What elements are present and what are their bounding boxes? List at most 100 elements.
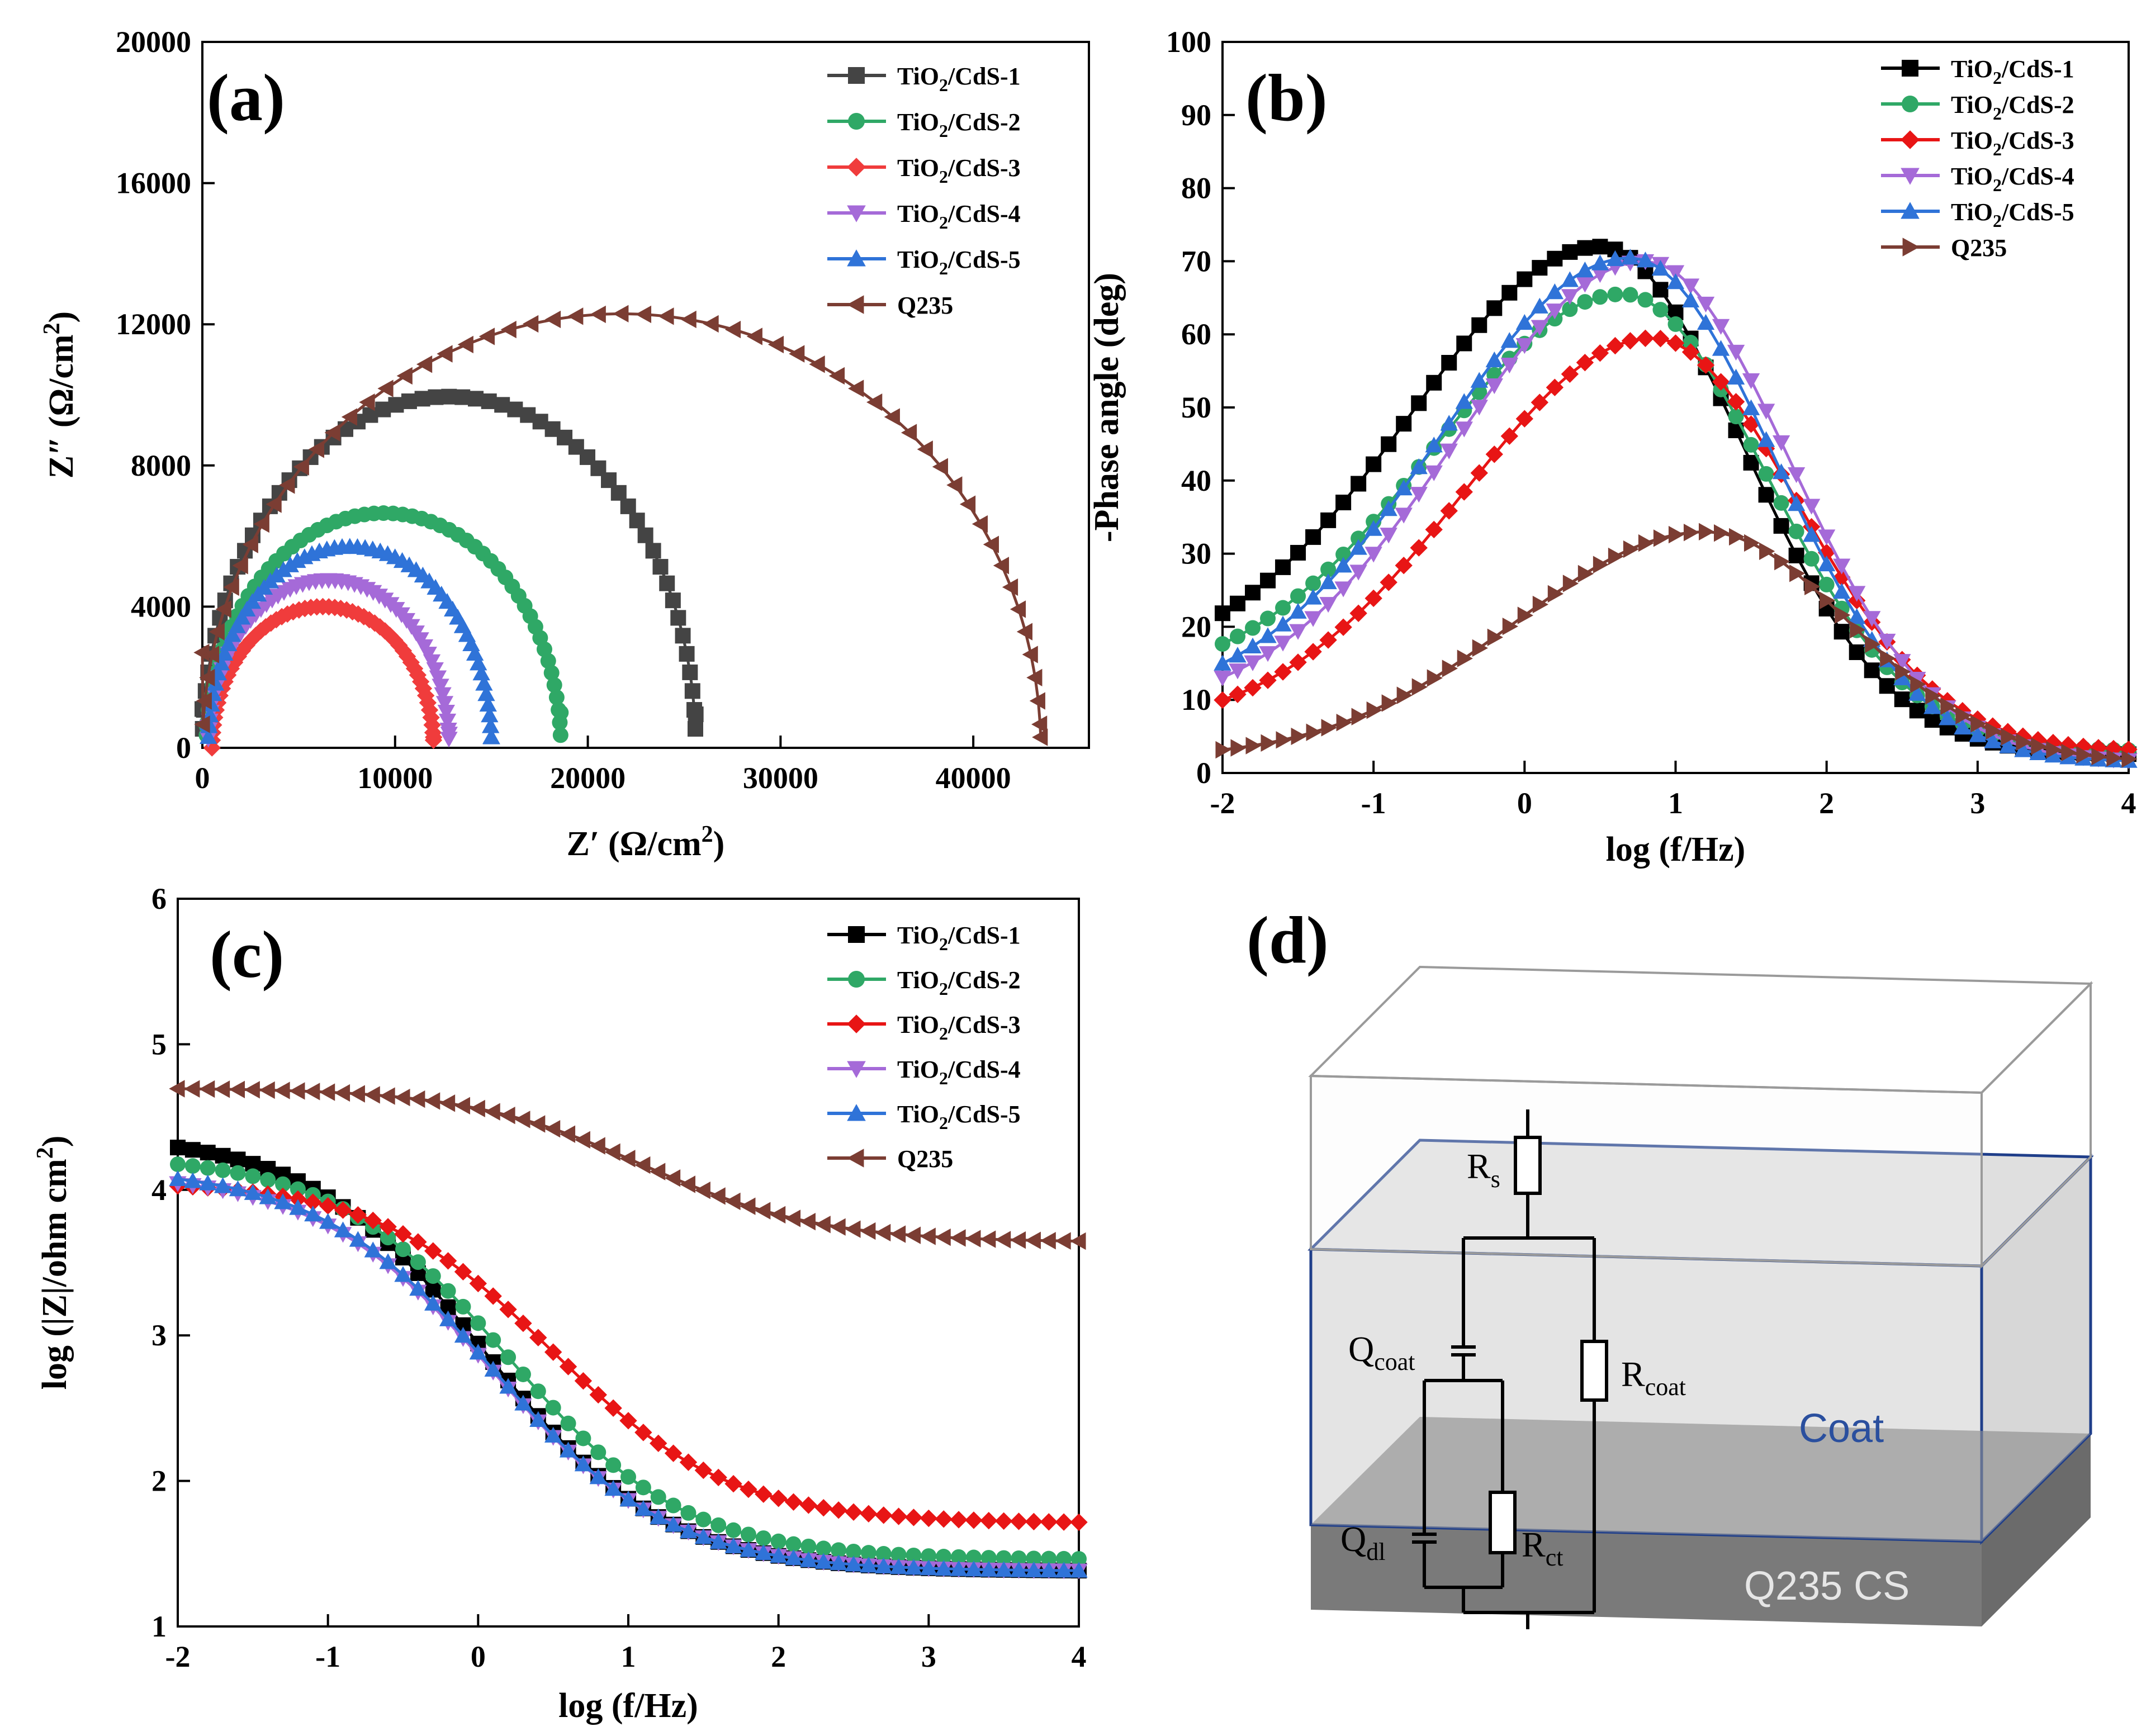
data-point [405, 660, 424, 677]
data-point [634, 1424, 652, 1441]
data-point [994, 1512, 1013, 1530]
data-point [1728, 409, 1744, 425]
data-point [637, 527, 653, 543]
data-point [980, 1560, 998, 1577]
label-rcoat: Rcoat [1621, 1354, 1686, 1401]
data-point [1865, 635, 1881, 653]
data-point [1576, 277, 1594, 293]
data-point [1621, 249, 1640, 265]
data-point [1010, 1561, 1028, 1577]
data-point [441, 388, 457, 405]
data-point [1500, 358, 1518, 374]
data-point [645, 543, 661, 559]
electrolyte-side-face [1981, 981, 2092, 1269]
data-point [1577, 565, 1594, 583]
y-tick-label: 20000 [116, 25, 191, 59]
y-tick-label: 8000 [131, 449, 191, 482]
data-point [1758, 487, 1774, 503]
y-tick-label: 16000 [116, 167, 191, 200]
data-point [830, 1501, 847, 1519]
data-point [1349, 604, 1367, 622]
data-point [1546, 283, 1564, 300]
data-point [1336, 713, 1352, 732]
data-point [694, 1461, 713, 1479]
data-point [785, 1536, 802, 1552]
data-point [830, 1554, 847, 1571]
data-point [1984, 732, 2002, 748]
data-point [1426, 374, 1442, 391]
y-tick-label: 80 [1181, 172, 1211, 205]
x-axis-title: log (f/Hz) [1606, 831, 1746, 869]
data-point [1215, 636, 1230, 652]
data-point [1910, 675, 1926, 693]
data-point [816, 1540, 832, 1557]
data-point [703, 315, 719, 333]
data-point [1697, 314, 1715, 330]
data-point [398, 647, 416, 666]
data-point [1833, 558, 1851, 575]
data-point [1773, 518, 1789, 534]
legend-marker [848, 926, 865, 943]
data-point [1440, 415, 1458, 431]
y-tick-label: 20 [1181, 610, 1211, 643]
data-point [349, 1231, 367, 1247]
data-point [425, 1268, 441, 1284]
data-point [950, 1229, 966, 1247]
data-point [334, 1201, 352, 1219]
data-point [1758, 466, 1774, 482]
data-point [1532, 595, 1549, 614]
data-point [434, 687, 452, 703]
data-point [395, 1241, 411, 1258]
data-point [755, 1485, 773, 1503]
data-point [553, 704, 569, 720]
substrate-side-face [1982, 1434, 2091, 1626]
data-point [1260, 572, 1276, 589]
series-tio2-cds-2 [1215, 286, 2136, 758]
data-point [1305, 529, 1321, 545]
data-point [1306, 723, 1322, 741]
data-point [1667, 316, 1684, 332]
data-point [439, 1310, 457, 1326]
y-tick-label: 0 [1196, 756, 1211, 790]
data-point [1817, 555, 1836, 572]
data-point [428, 389, 444, 405]
data-point [1744, 534, 1760, 552]
data-point [1364, 589, 1382, 608]
data-point [199, 1174, 217, 1190]
data-point [409, 1280, 427, 1296]
data-point [659, 575, 675, 591]
legend-marker [848, 971, 865, 988]
data-point [679, 646, 695, 662]
data-point [724, 1537, 742, 1554]
data-point [946, 476, 963, 494]
data-point [293, 458, 309, 476]
data-point [219, 635, 238, 651]
data-point [1055, 1232, 1071, 1250]
data-point [935, 1559, 953, 1576]
series-tio2-cds-5 [199, 538, 500, 744]
legend-label: TiO2/CdS-4 [1951, 163, 2074, 195]
data-point [229, 1180, 247, 1197]
legend-label: TiO2/CdS-3 [897, 154, 1021, 187]
data-point [334, 1221, 352, 1237]
data-point [1621, 332, 1640, 350]
data-point [1547, 585, 1564, 603]
data-point [769, 1206, 786, 1224]
data-point [1606, 250, 1624, 266]
data-point [904, 1509, 923, 1526]
data-point [1893, 669, 1911, 685]
data-point [866, 393, 883, 411]
data-point [1789, 565, 1806, 582]
data-point [1638, 534, 1655, 552]
panel-c-impedance-modulus-plot: -2 -1 0 1 2 3 4 1 2 3 4 5 6 log (f/Hz) log (|Z|/ohm cm… [32, 882, 1088, 1725]
y-tick-label: 90 [1181, 98, 1211, 132]
data-point [1757, 431, 1775, 447]
data-point [1411, 678, 1428, 696]
data-point [1410, 458, 1428, 475]
data-point [228, 617, 246, 633]
plot-frame [201, 41, 1090, 749]
legend-marker [1902, 96, 1918, 112]
data-point [920, 1559, 938, 1576]
data-point [1606, 336, 1624, 355]
